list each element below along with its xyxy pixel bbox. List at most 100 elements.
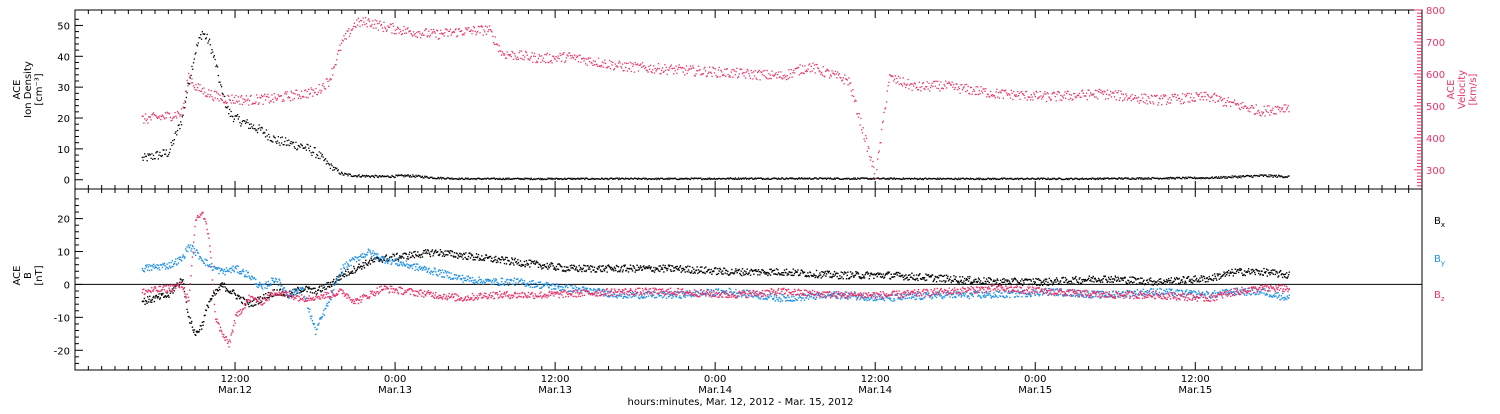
- density-point: [236, 116, 237, 117]
- b-bx-point: [428, 252, 429, 253]
- velocity-point: [707, 75, 708, 76]
- b-bx-point: [943, 280, 944, 281]
- velocity-point: [564, 62, 565, 63]
- velocity-point: [939, 90, 940, 91]
- b-bx-point: [1115, 275, 1116, 276]
- b-bx-point: [1169, 282, 1170, 283]
- b-bx-point: [783, 275, 784, 276]
- velocity-point: [1066, 93, 1067, 94]
- velocity-point: [927, 81, 928, 82]
- velocity-point: [711, 76, 712, 77]
- b-bx-point: [777, 274, 778, 275]
- velocity-point: [524, 56, 525, 57]
- b-bx-point: [1152, 281, 1153, 282]
- b-bx-point: [724, 272, 725, 273]
- velocity-point: [1087, 99, 1088, 100]
- velocity-point: [637, 63, 638, 64]
- velocity-point: [1136, 97, 1137, 98]
- velocity-point: [674, 68, 675, 69]
- b-bx-point: [697, 273, 698, 274]
- b-bx-point: [630, 265, 631, 266]
- density-point: [415, 177, 416, 178]
- velocity-point: [243, 102, 244, 103]
- density-point: [171, 145, 172, 146]
- velocity-point: [1206, 99, 1207, 100]
- b-bx-point: [963, 280, 964, 281]
- velocity-point: [662, 67, 663, 68]
- b-bx-point: [720, 271, 721, 272]
- velocity-point: [775, 72, 776, 73]
- b-bx-point: [1135, 279, 1136, 280]
- density-point: [1224, 176, 1225, 177]
- b-bx-point: [226, 288, 227, 289]
- b-bx-point: [1107, 281, 1108, 282]
- velocity-point: [555, 56, 556, 57]
- velocity-point: [383, 31, 384, 32]
- b-bx-point: [442, 255, 443, 256]
- b-bx-point: [716, 274, 717, 275]
- velocity-point: [501, 54, 502, 55]
- b-bx-point: [566, 270, 567, 271]
- b-bx-point: [648, 265, 649, 266]
- velocity-point: [144, 118, 145, 119]
- velocity-point: [911, 90, 912, 91]
- b-bx-point: [1047, 284, 1048, 285]
- velocity-point: [198, 90, 199, 91]
- velocity-point: [211, 96, 212, 97]
- density-point: [169, 152, 170, 153]
- velocity-point: [1238, 104, 1239, 105]
- b-bx-point: [361, 268, 362, 269]
- density-point: [408, 175, 409, 176]
- velocity-point: [611, 61, 612, 62]
- b-bx-point: [1117, 280, 1118, 281]
- velocity-point: [567, 55, 568, 56]
- density-point: [1224, 178, 1225, 179]
- b-bx-point: [426, 251, 427, 252]
- velocity-point: [468, 27, 469, 28]
- b-bx-point: [1135, 278, 1136, 279]
- velocity-point: [391, 32, 392, 33]
- velocity-point: [1224, 105, 1225, 106]
- velocity-point: [907, 83, 908, 84]
- b-bx-point: [793, 269, 794, 270]
- velocity-point: [877, 159, 878, 160]
- velocity-point: [282, 101, 283, 102]
- velocity-point: [1271, 112, 1272, 113]
- b-bx-point: [614, 267, 615, 268]
- velocity-point: [834, 74, 835, 75]
- velocity-point: [782, 78, 783, 79]
- velocity-point: [719, 76, 720, 77]
- velocity-point: [1280, 111, 1281, 112]
- b-bx-point: [265, 293, 266, 294]
- velocity-point: [376, 20, 377, 21]
- b-bx-point: [850, 271, 851, 272]
- velocity-point: [745, 77, 746, 78]
- density-point: [1217, 178, 1218, 179]
- density-point: [438, 177, 439, 178]
- b-bx-point: [999, 283, 1000, 284]
- density-point: [211, 49, 212, 50]
- velocity-point: [629, 68, 630, 69]
- velocity-point: [540, 62, 541, 63]
- density-point: [530, 179, 531, 180]
- b-bx-point: [340, 278, 341, 279]
- b-bx-point: [494, 257, 495, 258]
- density-point: [459, 177, 460, 178]
- b-bx-point: [168, 297, 169, 298]
- velocity-point: [913, 85, 914, 86]
- velocity-point: [1002, 89, 1003, 90]
- velocity-point: [1230, 106, 1231, 107]
- b-bx-point: [477, 256, 478, 257]
- velocity-point: [1060, 95, 1061, 96]
- b-bx-point: [162, 293, 163, 294]
- velocity-point: [1215, 102, 1216, 103]
- b-bx-point: [608, 264, 609, 265]
- b-bx-point: [654, 271, 655, 272]
- b-bx-point: [1011, 278, 1012, 279]
- velocity-point: [311, 89, 312, 90]
- density-point: [334, 169, 335, 170]
- b-bx-point: [1072, 277, 1073, 278]
- velocity-point: [411, 34, 412, 35]
- b-bx-point: [663, 271, 664, 272]
- velocity-point: [225, 101, 226, 102]
